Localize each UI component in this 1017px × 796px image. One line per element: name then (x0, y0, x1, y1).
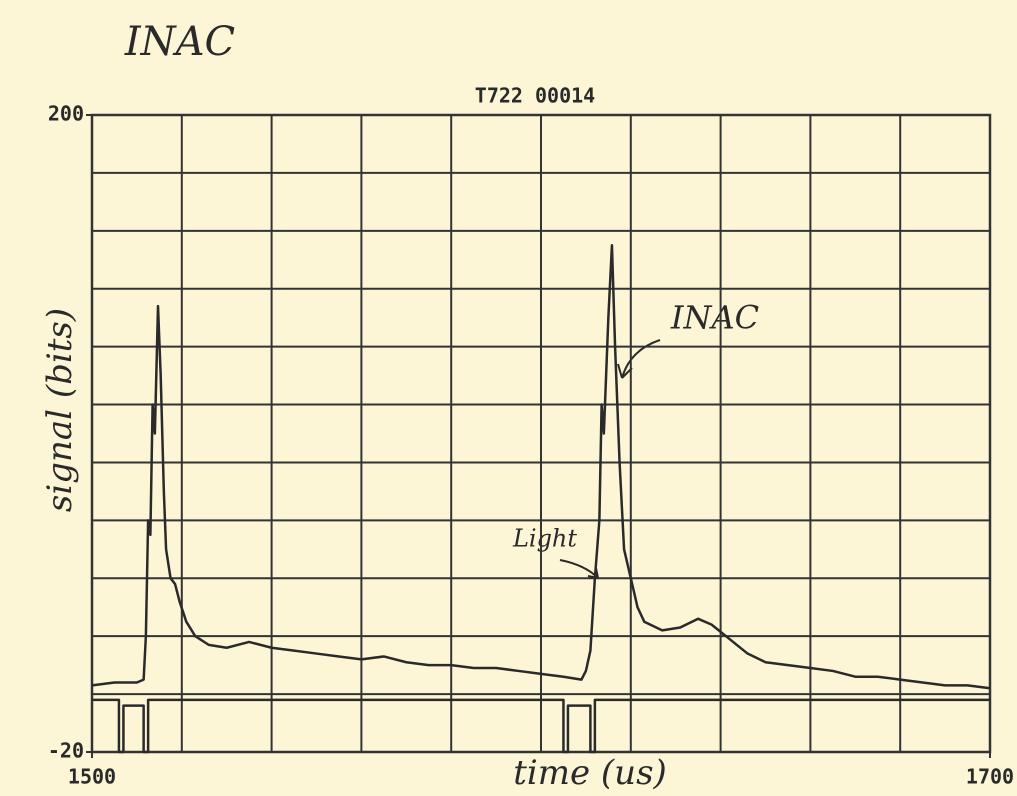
signal-trace (92, 698, 990, 754)
x-axis-label: time (us) (513, 753, 667, 793)
heading: INAC (124, 19, 235, 65)
x-tick-label: 1700 (966, 765, 1014, 789)
signal-trace (91, 244, 991, 690)
annotation: INAC (670, 299, 759, 337)
y-tick-label: -20 (48, 739, 84, 763)
x-tick-label: 1500 (68, 765, 116, 789)
annotation: Light (512, 525, 577, 553)
chart-title: T722 00014 (475, 84, 595, 108)
y-tick-label: 200 (48, 102, 84, 126)
y-axis-label: signal (bits) (40, 308, 80, 512)
